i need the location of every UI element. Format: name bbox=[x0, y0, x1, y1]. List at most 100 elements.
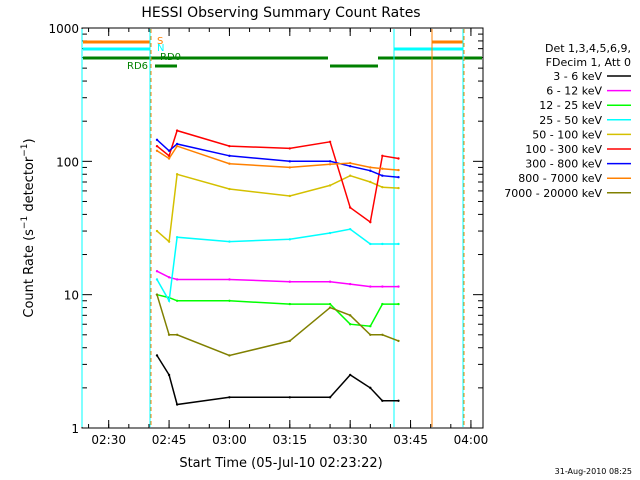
series-point bbox=[369, 220, 372, 224]
series-point bbox=[288, 280, 292, 283]
series-point bbox=[155, 293, 159, 296]
legend-entry-label: 800 - 7000 keV bbox=[518, 172, 602, 185]
series-point bbox=[175, 142, 179, 146]
series-point bbox=[369, 386, 372, 390]
series-point bbox=[155, 144, 159, 148]
series-point bbox=[348, 373, 352, 377]
x-tick-label: 03:00 bbox=[212, 433, 247, 447]
series-point bbox=[397, 242, 400, 246]
night-label: N bbox=[157, 43, 164, 54]
series-point bbox=[328, 140, 332, 144]
series-point bbox=[328, 280, 332, 283]
series-point bbox=[397, 186, 400, 190]
series-point bbox=[175, 278, 179, 281]
series-line-9 bbox=[156, 294, 399, 357]
plot-area bbox=[81, 27, 484, 429]
series-point bbox=[397, 339, 400, 343]
series-point bbox=[175, 235, 179, 239]
series-point bbox=[397, 302, 400, 306]
x-tick-label: 04:00 bbox=[454, 433, 489, 447]
series-point bbox=[288, 166, 292, 169]
legend-header-line-1: Det 1,3,4,5,6,9, bbox=[545, 42, 631, 55]
y-tick-label: 1000 bbox=[48, 22, 79, 36]
series-point bbox=[288, 302, 292, 306]
series-point bbox=[381, 185, 384, 189]
legend-entry-label: 50 - 100 keV bbox=[532, 128, 602, 141]
series-point bbox=[167, 373, 171, 377]
series-point bbox=[328, 163, 332, 166]
series-point bbox=[369, 285, 372, 288]
series-point bbox=[228, 240, 231, 243]
legend-entry-label: 3 - 6 keV bbox=[553, 70, 602, 83]
series-point bbox=[288, 160, 292, 163]
series-line-5 bbox=[156, 173, 399, 244]
series-point bbox=[397, 285, 400, 288]
x-axis-label: Start Time (05-Jul-10 02:23:22) bbox=[179, 456, 382, 471]
legend-entry-label: 25 - 50 keV bbox=[539, 114, 602, 127]
series-line-8 bbox=[156, 145, 399, 171]
legend-entry-label: 300 - 800 keV bbox=[525, 158, 602, 171]
series-point bbox=[348, 164, 352, 168]
series-point bbox=[348, 161, 352, 165]
series-point bbox=[167, 333, 171, 337]
legend-entry-label: 7000 - 20000 keV bbox=[504, 187, 602, 200]
data-series bbox=[155, 129, 400, 406]
series-point bbox=[381, 167, 384, 170]
series-point bbox=[167, 240, 171, 243]
series-point bbox=[369, 242, 372, 246]
series-point bbox=[175, 144, 179, 148]
render-timestamp: 31-Aug-2010 08:25 bbox=[555, 467, 632, 476]
series-point bbox=[167, 276, 171, 279]
series-point bbox=[155, 278, 159, 281]
y-tick-label: 100 bbox=[56, 155, 79, 169]
series-point bbox=[381, 399, 384, 402]
series-point bbox=[155, 269, 159, 273]
series-point bbox=[348, 227, 352, 231]
y-axis-label: Count Rate (s−1 detector−1) bbox=[20, 138, 37, 317]
series-point bbox=[228, 396, 231, 399]
series-point bbox=[288, 147, 292, 150]
series-point bbox=[328, 302, 332, 306]
series-point bbox=[228, 187, 231, 191]
series-point bbox=[381, 174, 384, 177]
series-point bbox=[175, 129, 179, 132]
series-point bbox=[348, 314, 352, 317]
series-point bbox=[397, 168, 400, 172]
series-point bbox=[167, 149, 171, 152]
saa-label: S bbox=[157, 36, 163, 47]
series-point bbox=[328, 396, 332, 399]
chart-title: HESSI Observing Summary Count Rates bbox=[141, 5, 420, 21]
x-tick-label: 03:30 bbox=[333, 433, 368, 447]
series-point bbox=[288, 194, 292, 198]
series-point bbox=[328, 231, 332, 235]
series-point bbox=[369, 325, 372, 328]
series-line-7 bbox=[156, 139, 399, 178]
rd0-label: RD0 bbox=[160, 52, 181, 63]
series-line-3 bbox=[156, 293, 399, 327]
series-point bbox=[348, 282, 352, 286]
series-point bbox=[397, 399, 400, 402]
series-line-4 bbox=[156, 228, 399, 304]
series-point bbox=[369, 169, 372, 172]
series-point bbox=[328, 160, 332, 163]
legend-header-line-2: FDecim 1, Att 0 bbox=[546, 56, 631, 69]
series-point bbox=[228, 354, 231, 357]
series-point bbox=[381, 154, 384, 158]
x-tick-label: 02:30 bbox=[91, 433, 126, 447]
series-point bbox=[175, 333, 179, 337]
legend-entry-label: 12 - 25 keV bbox=[539, 99, 602, 112]
series-point bbox=[328, 306, 332, 309]
x-tick-label: 02:45 bbox=[152, 433, 187, 447]
rd6-label: RD6 bbox=[127, 61, 148, 72]
series-point bbox=[175, 403, 179, 406]
series-point bbox=[328, 184, 332, 187]
status-markers bbox=[81, 29, 482, 427]
series-point bbox=[155, 149, 159, 152]
y-axis-ticks: 1 10 100 1000 bbox=[48, 22, 483, 436]
y-tick-label: 10 bbox=[64, 289, 79, 303]
series-point bbox=[228, 144, 231, 148]
series-point bbox=[397, 176, 400, 179]
series-point bbox=[288, 339, 292, 343]
series-line-6 bbox=[156, 129, 399, 224]
